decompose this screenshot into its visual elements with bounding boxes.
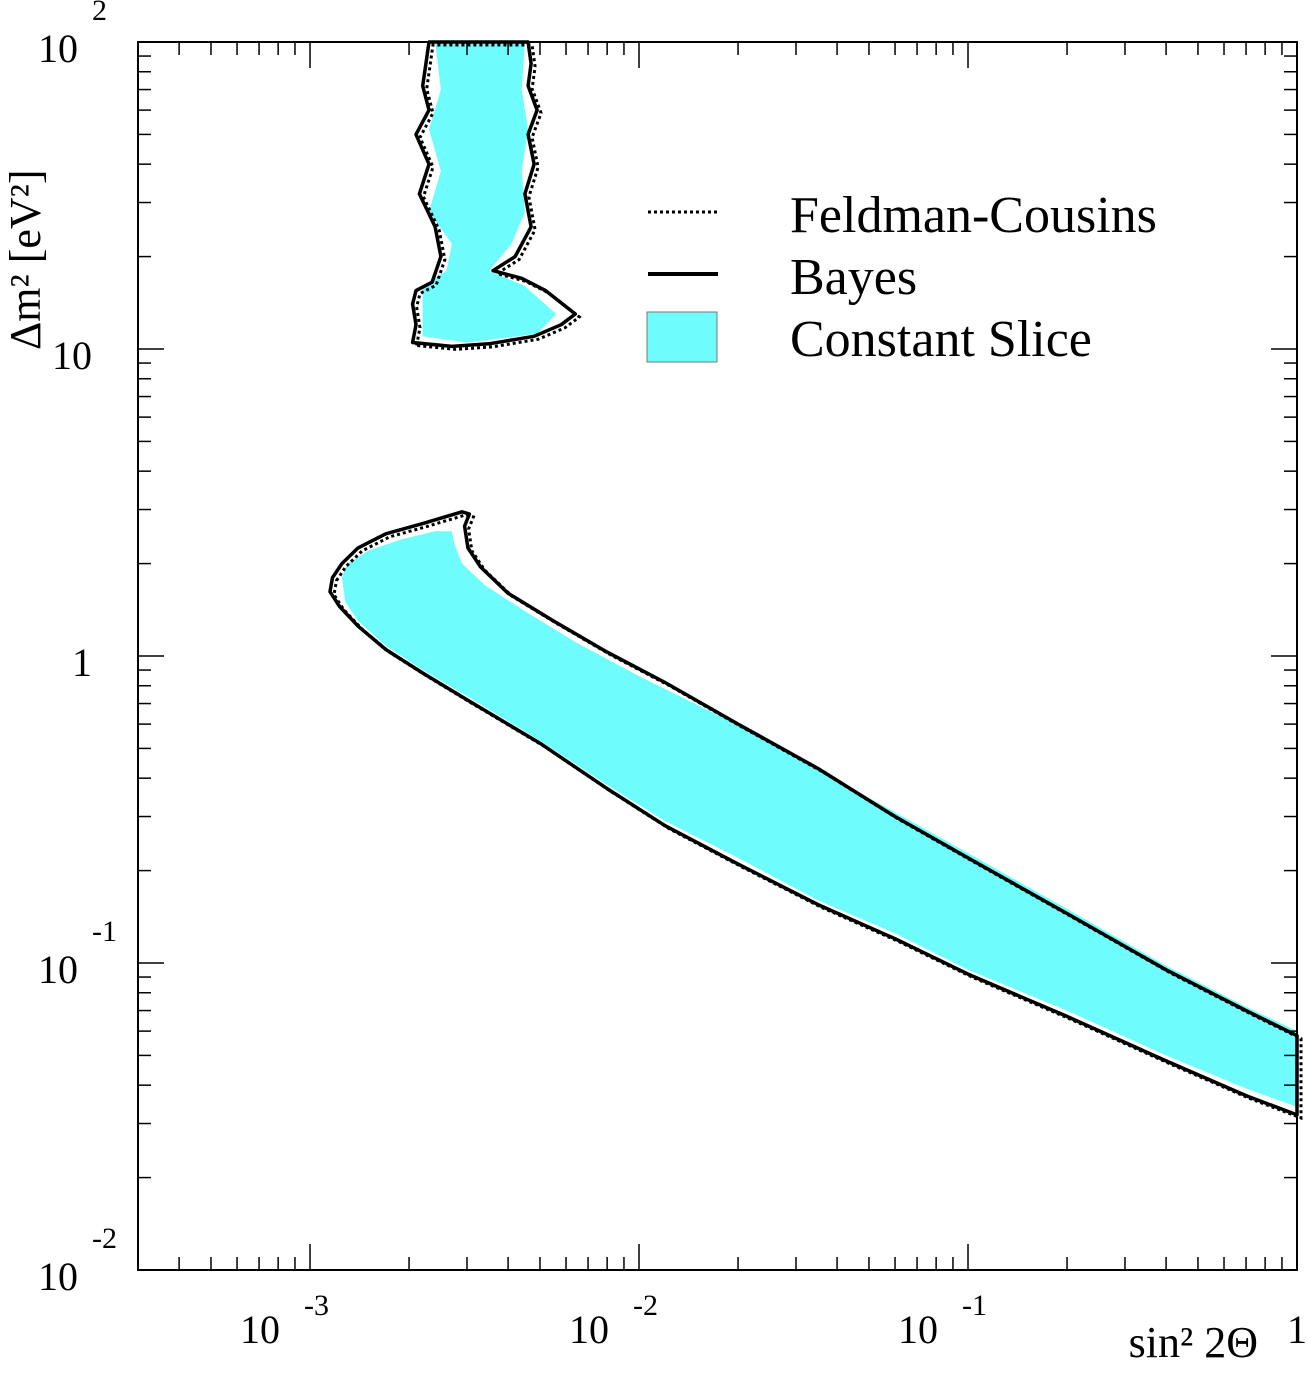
legend-swatch-constant-slice	[646, 311, 718, 363]
y-tick-label: 10	[52, 333, 92, 378]
x-tick-exponent: -2	[633, 1289, 658, 1322]
y-tick-label: 10	[38, 947, 78, 992]
lower-band-constant-slice-fill	[341, 531, 1297, 1107]
y-tick-label: 10	[38, 1254, 78, 1299]
x-tick-label: 10	[569, 1307, 609, 1352]
x-tick-label: 10	[898, 1307, 938, 1352]
y-tick-label: 1	[72, 640, 92, 685]
legend-label-bayes: Bayes	[790, 249, 917, 306]
regions-layer	[328, 40, 1303, 1121]
x-tick-exponent: 1	[1287, 1307, 1307, 1352]
x-tick-exponent: -3	[304, 1289, 329, 1322]
y-tick-exponent: -2	[92, 1222, 117, 1255]
legend-label-constant-slice: Constant Slice	[790, 311, 1092, 368]
y-axis-title: Δm² [eV²]	[1, 169, 50, 350]
y-tick-label: 10	[38, 26, 78, 71]
y-tick-exponent: -1	[92, 915, 117, 948]
upper-band-bayes-contour	[410, 40, 578, 349]
upper-band-constant-slice-fill	[422, 42, 557, 343]
ticks-layer: 10 -3 10 -2 10 -1 1 10 -2 10 -1 1 10 10 2	[38, 0, 1307, 1352]
lower-band-bayes-contour	[328, 510, 1299, 1117]
x-tick-label: 10	[240, 1307, 280, 1352]
y-tick-exponent: 2	[92, 0, 107, 27]
legend: Feldman-Cousins Bayes Constant Slice	[646, 187, 1157, 368]
x-tick-exponent: -1	[962, 1289, 987, 1322]
x-axis-title: sin² 2Θ	[1129, 1318, 1258, 1367]
legend-label-feldman-cousins: Feldman-Cousins	[790, 187, 1157, 244]
